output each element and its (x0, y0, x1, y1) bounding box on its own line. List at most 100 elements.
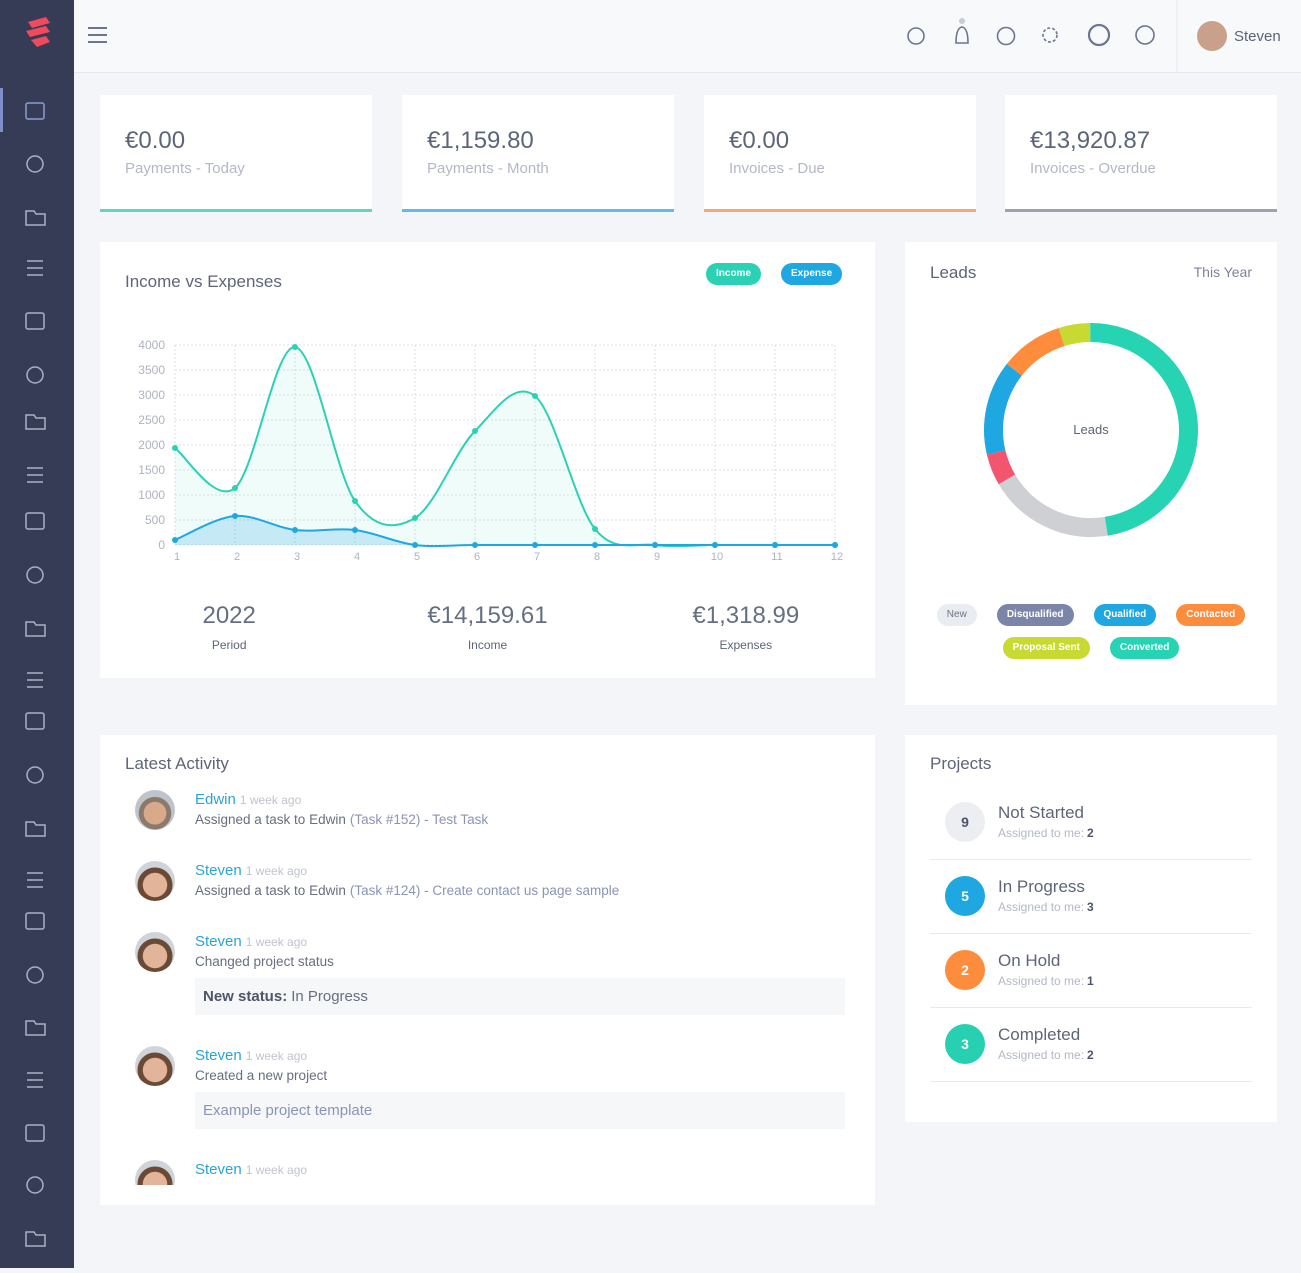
legend-item[interactable]: New (936, 604, 977, 626)
card-subtitle[interactable]: This Year (1193, 264, 1252, 280)
timer-icon[interactable] (996, 26, 1016, 46)
avatar[interactable] (135, 790, 175, 830)
nav-icon[interactable] (25, 414, 46, 430)
menu-button[interactable] (88, 27, 107, 43)
nav-icon[interactable] (25, 712, 45, 730)
language-icon[interactable] (1135, 25, 1155, 45)
settings-icon[interactable] (1042, 27, 1058, 43)
legend-item[interactable]: Qualified (1093, 604, 1157, 626)
nav-icon[interactable] (25, 1124, 45, 1142)
nav-icon[interactable] (27, 1072, 43, 1088)
nav-icon[interactable] (27, 467, 43, 483)
note-label: New status: (203, 988, 288, 1005)
legend-item[interactable]: Converted (1109, 637, 1180, 659)
activity-link[interactable]: (Task #124) - Create contact us page sam… (349, 883, 620, 898)
note-text[interactable]: Example project template (203, 1102, 373, 1119)
icon-shape (26, 1176, 44, 1194)
icon-shape (26, 766, 44, 784)
activity-user[interactable]: Steven (195, 1161, 242, 1178)
nav-icon[interactable] (26, 566, 44, 584)
activity-text: Assigned a task to Edwin (Task #124) - Cr… (195, 881, 845, 901)
nav-icon[interactable] (25, 312, 45, 330)
icon-shape (27, 260, 43, 276)
add-icon[interactable] (1087, 23, 1111, 47)
nav-icon[interactable] (25, 1231, 46, 1247)
project-count: 5 (945, 876, 985, 916)
avatar[interactable] (135, 861, 175, 901)
activity-text: Changed project status (195, 952, 845, 972)
icon-shape (25, 210, 46, 226)
nav-icon[interactable] (25, 102, 45, 120)
nav-icon[interactable] (26, 1176, 44, 1194)
nav-icon[interactable] (25, 912, 45, 930)
summary-value: €14,159.61 (427, 602, 548, 629)
activity-user[interactable]: Edwin (195, 791, 236, 808)
activity-user[interactable]: Steven (195, 933, 242, 950)
summary-value: €1,318.99 (692, 602, 800, 629)
activity-item: Steven 1 week ago Changed project status Ne… (135, 932, 845, 1015)
avatar[interactable] (135, 1160, 175, 1185)
nav-icon[interactable] (26, 766, 44, 784)
legend-item[interactable]: Disqualified (996, 604, 1074, 626)
activity-head: Steven 1 week ago (195, 1160, 845, 1180)
avatar[interactable] (135, 932, 175, 972)
assigned-count: 1 (1087, 974, 1094, 988)
legend-item[interactable]: Income (706, 263, 762, 285)
legend-item[interactable]: Expense (781, 263, 843, 285)
activity-head: Steven 1 week ago (195, 861, 845, 881)
icon-shape (27, 672, 43, 688)
nav-icon[interactable] (27, 672, 43, 688)
legend-item[interactable]: Contacted (1176, 604, 1246, 626)
icon-shape (25, 1020, 46, 1036)
icon-shape (26, 566, 44, 584)
nav-icon[interactable] (26, 366, 44, 384)
stat-card: €13,920.87 Invoices - Overdue (1005, 95, 1277, 212)
nav-icon[interactable] (26, 966, 44, 984)
project-name: Completed (998, 1025, 1081, 1044)
user-avatar[interactable] (1197, 21, 1227, 51)
activity-description: Assigned a task to Edwin (195, 883, 346, 898)
user-name[interactable]: Steven (1234, 28, 1281, 45)
activity-description: Assigned a task to Edwin (195, 812, 346, 827)
stat-label: Invoices - Due (729, 160, 825, 177)
icon-shape (25, 1231, 46, 1247)
activity-time: 1 week ago (245, 1049, 308, 1063)
nav-icon[interactable] (25, 821, 46, 837)
topbar-icons (88, 0, 1227, 73)
project-row[interactable]: 2 On Hold Assigned to me: 1 (930, 933, 1252, 1008)
project-name: On Hold (998, 951, 1061, 970)
activity-description: Created a new project (195, 1068, 328, 1083)
activity-user[interactable]: Steven (195, 1047, 242, 1064)
nav-icon[interactable] (25, 210, 46, 226)
notification-icon[interactable] (955, 26, 969, 44)
activity-user[interactable]: Steven (195, 862, 242, 879)
activity-item: Edwin 1 week ago Assigned a task to Edwin(… (135, 790, 845, 830)
alarm-icon[interactable] (907, 27, 925, 45)
nav-icon[interactable] (25, 512, 45, 530)
nav-icon[interactable] (27, 872, 43, 888)
activity-time: 1 week ago (245, 864, 308, 878)
sidebar-icons (0, 17, 50, 1247)
nav-icon[interactable] (27, 260, 43, 276)
project-assigned: Assigned to me: 2 (998, 1048, 1094, 1062)
icon-shape (25, 1124, 45, 1142)
activity-body: Steven 1 week ago Changed project status Ne… (195, 932, 845, 1015)
activity-time: 1 week ago (245, 1163, 308, 1177)
activity-body: Steven 1 week ago Assigned a task to Edwin… (195, 861, 845, 901)
stat-value: €13,920.87 (1030, 127, 1151, 154)
nav-icon[interactable] (26, 155, 44, 173)
summary-label: Income (467, 638, 508, 652)
activity-link[interactable]: (Task #152) - Test Task (349, 812, 489, 827)
project-row[interactable]: 3 Completed Assigned to me: 2 (930, 1007, 1252, 1082)
nav-icon[interactable] (25, 621, 46, 637)
project-row[interactable]: 5 In Progress Assigned to me: 3 (930, 859, 1252, 934)
project-count: 9 (945, 802, 985, 842)
activity-item: Steven 1 week ago (135, 1160, 845, 1185)
avatar[interactable] (135, 1046, 175, 1086)
project-row[interactable]: 9 Not Started Assigned to me: 2 (930, 785, 1252, 860)
nav-icon[interactable] (25, 1020, 46, 1036)
project-count: 2 (945, 950, 985, 990)
active-indicator (0, 88, 3, 132)
legend-item[interactable]: Proposal Sent (1002, 637, 1090, 659)
project-assigned: Assigned to me: 1 (998, 974, 1094, 988)
